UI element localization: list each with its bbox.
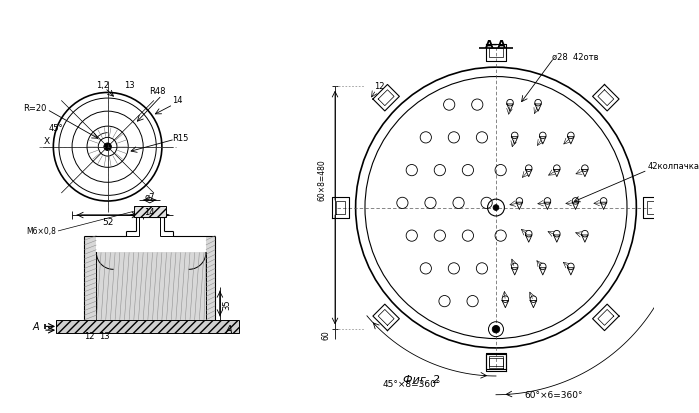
Text: 13: 13 bbox=[124, 80, 134, 89]
Text: X: X bbox=[44, 136, 50, 145]
Text: 60×8=480: 60×8=480 bbox=[317, 159, 326, 201]
Circle shape bbox=[104, 144, 111, 151]
Text: A: A bbox=[225, 325, 231, 335]
Circle shape bbox=[492, 326, 500, 333]
Text: 13: 13 bbox=[99, 332, 110, 340]
Bar bbox=[84, 236, 96, 320]
Bar bbox=[96, 253, 206, 320]
Bar bbox=[134, 206, 166, 217]
Text: А-А: А-А bbox=[485, 40, 507, 50]
Text: 45°×8=360°: 45°×8=360° bbox=[382, 379, 441, 388]
Text: 14: 14 bbox=[172, 96, 182, 105]
Text: ø7: ø7 bbox=[145, 192, 155, 201]
Bar bbox=[56, 320, 238, 333]
Text: A: A bbox=[32, 322, 39, 332]
Text: 12: 12 bbox=[374, 82, 384, 91]
Text: 60°×6=360°: 60°×6=360° bbox=[525, 390, 583, 399]
Text: 45°: 45° bbox=[49, 123, 64, 132]
Text: М6×0,8: М6×0,8 bbox=[27, 227, 56, 236]
Text: ø28  42отв: ø28 42отв bbox=[552, 52, 598, 61]
Text: R48: R48 bbox=[149, 87, 166, 96]
Bar bbox=[206, 236, 215, 320]
Text: 35: 35 bbox=[222, 299, 231, 309]
Text: 60: 60 bbox=[321, 329, 330, 339]
Text: 1,2: 1,2 bbox=[96, 80, 110, 89]
Text: Фиг. 2: Фиг. 2 bbox=[403, 374, 440, 384]
Text: R=20: R=20 bbox=[23, 104, 46, 113]
Text: 14: 14 bbox=[145, 207, 155, 216]
Text: 52: 52 bbox=[102, 218, 113, 227]
Circle shape bbox=[493, 205, 499, 211]
Text: R15: R15 bbox=[173, 133, 189, 142]
Text: 42колпачка: 42колпачка bbox=[647, 161, 699, 171]
Text: 12: 12 bbox=[84, 332, 94, 340]
